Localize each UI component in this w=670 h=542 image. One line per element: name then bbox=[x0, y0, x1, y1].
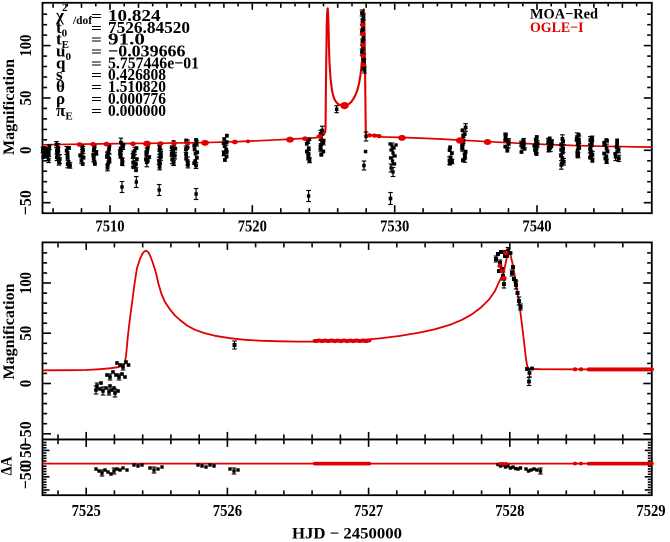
svg-text:θ: θ bbox=[56, 77, 65, 96]
svg-text:7540: 7540 bbox=[522, 217, 551, 236]
svg-text:0.426808: 0.426808 bbox=[108, 65, 166, 84]
svg-text:50: 50 bbox=[16, 91, 35, 106]
svg-text:=: = bbox=[91, 68, 102, 84]
svg-text:OGLE−I: OGLE−I bbox=[530, 20, 584, 36]
svg-text:91.0: 91.0 bbox=[108, 30, 145, 49]
svg-text:10.824: 10.824 bbox=[108, 6, 161, 25]
svg-text:50: 50 bbox=[16, 443, 35, 458]
svg-text:MOA−Red: MOA−Red bbox=[530, 7, 598, 23]
svg-text:0: 0 bbox=[16, 380, 35, 388]
svg-text:7510: 7510 bbox=[95, 217, 124, 236]
svg-text:χ: χ bbox=[55, 6, 64, 25]
svg-text:=: = bbox=[91, 56, 102, 72]
svg-text:=: = bbox=[91, 33, 102, 49]
svg-text:HJD − 2450000: HJD − 2450000 bbox=[292, 526, 402, 542]
svg-text:0: 0 bbox=[16, 147, 35, 155]
svg-text:=: = bbox=[91, 92, 102, 108]
svg-text:Magnification: Magnification bbox=[1, 283, 18, 379]
svg-text:100: 100 bbox=[16, 272, 35, 294]
svg-text:−0.039666: −0.039666 bbox=[108, 42, 186, 61]
svg-text:0.000000: 0.000000 bbox=[108, 101, 166, 120]
svg-text:50: 50 bbox=[16, 326, 35, 341]
svg-text:−50: −50 bbox=[16, 464, 35, 489]
svg-text:−50: −50 bbox=[16, 421, 35, 446]
svg-text:0: 0 bbox=[16, 460, 35, 468]
svg-text:=: = bbox=[91, 45, 102, 61]
svg-text:t0: t0 bbox=[56, 18, 68, 40]
svg-text:7527: 7527 bbox=[354, 501, 384, 520]
svg-text:7526: 7526 bbox=[213, 501, 242, 520]
svg-text:5.757446e−01: 5.757446e−01 bbox=[108, 53, 199, 72]
svg-text:q: q bbox=[56, 53, 66, 72]
svg-text:7530: 7530 bbox=[380, 217, 409, 236]
svg-text:7526.84520: 7526.84520 bbox=[108, 18, 190, 37]
svg-text:7529: 7529 bbox=[636, 501, 665, 520]
svg-text:1.510820: 1.510820 bbox=[108, 77, 166, 96]
svg-text:7520: 7520 bbox=[238, 217, 267, 236]
svg-text:=: = bbox=[91, 21, 102, 37]
svg-text:ΔA: ΔA bbox=[0, 456, 16, 475]
svg-text:100: 100 bbox=[16, 35, 35, 57]
svg-text:2: 2 bbox=[62, 2, 68, 14]
svg-text:7525: 7525 bbox=[72, 501, 101, 520]
svg-text:ρ: ρ bbox=[56, 89, 65, 108]
svg-text:s: s bbox=[56, 65, 63, 84]
svg-text:/dof: /dof bbox=[72, 15, 92, 27]
svg-text:=: = bbox=[91, 104, 102, 120]
svg-text:=: = bbox=[91, 80, 102, 96]
svg-text:7528: 7528 bbox=[495, 501, 524, 520]
svg-text:Magnification: Magnification bbox=[1, 59, 18, 155]
svg-text:−50: −50 bbox=[16, 190, 35, 215]
svg-text:0.000776: 0.000776 bbox=[108, 89, 166, 108]
svg-text:=: = bbox=[91, 9, 102, 25]
